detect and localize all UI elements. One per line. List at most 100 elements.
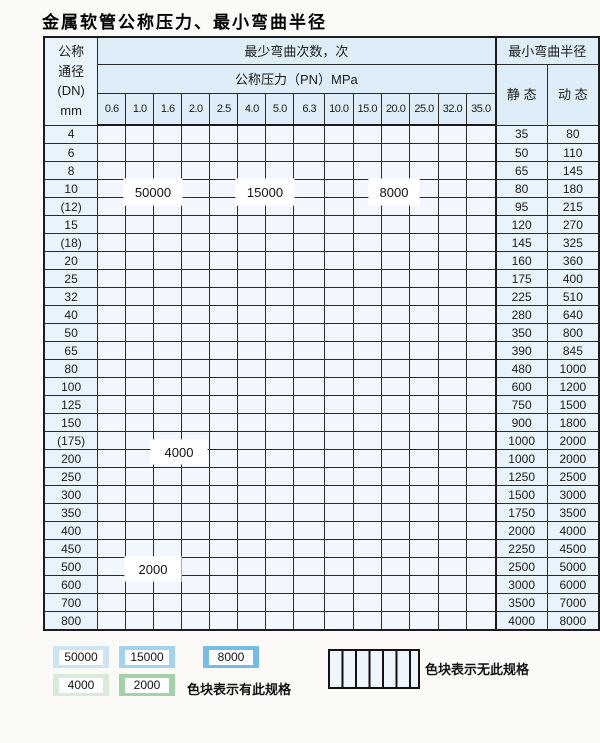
dn-column-header: 公称 通径 (DN) mm (43, 36, 99, 126)
cell-spec-m (237, 161, 267, 180)
cell-spec-g2 (97, 611, 127, 631)
cell-no-spec (324, 503, 354, 522)
cell-spec-g2 (125, 503, 155, 522)
cell-spec-l (153, 287, 183, 306)
cell-no-spec (324, 467, 354, 486)
cell-spec-m (237, 323, 267, 342)
cell-spec-d (409, 124, 439, 144)
cell-spec-d (352, 215, 382, 234)
cell-no-spec (409, 305, 439, 324)
cell-no-spec (437, 485, 468, 504)
cell-spec-g2 (181, 575, 211, 594)
cell-spec-d (380, 143, 411, 162)
cell-no-spec (437, 161, 468, 180)
cell-spec-m (265, 161, 295, 180)
cell-spec-g4 (181, 377, 211, 396)
cell-no-spec (409, 557, 439, 576)
cell-no-spec (466, 215, 497, 234)
cell-spec-g2 (209, 521, 239, 540)
cell-spec-l (153, 161, 183, 180)
cell-no-spec (352, 575, 382, 594)
dynamic-radius-cell: 3000 (546, 485, 600, 504)
cell-spec-g2 (125, 593, 155, 612)
cell-spec-m (153, 341, 183, 360)
cell-spec-l (209, 124, 239, 144)
dn-header-line: 通径 (58, 63, 85, 79)
dn-cell: 32 (43, 287, 99, 306)
cell-spec-l (97, 179, 127, 198)
cell-spec-l (125, 215, 155, 234)
pressure-header-cell: 4.0 (237, 93, 267, 126)
cell-spec-g2 (125, 539, 155, 558)
bend-times-header: 最少弯曲次数，次 (97, 36, 497, 65)
cell-spec-d (380, 124, 411, 144)
pressure-header-cell: 15.0 (352, 93, 382, 126)
legend-value: 15000 (125, 649, 169, 665)
cell-no-spec (352, 431, 382, 450)
cell-no-spec (324, 611, 354, 631)
cell-no-spec (352, 467, 382, 486)
dynamic-radius-cell: 325 (546, 233, 600, 252)
dn-cell: 125 (43, 395, 99, 414)
pressure-header-cell: 35.0 (466, 93, 497, 126)
cell-spec-g2 (209, 557, 239, 576)
dynamic-radius-cell: 8000 (546, 611, 600, 631)
cell-no-spec (324, 377, 354, 396)
cell-spec-g2 (153, 503, 183, 522)
cell-no-spec (293, 485, 326, 504)
cell-spec-l (209, 179, 239, 198)
cell-no-spec (437, 215, 468, 234)
cell-no-spec (265, 413, 295, 432)
cell-spec-g2 (97, 575, 127, 594)
cell-spec-g2 (209, 503, 239, 522)
cell-spec-l (181, 251, 211, 270)
cell-no-spec (409, 431, 439, 450)
cell-no-spec (265, 557, 295, 576)
cell-spec-m (265, 143, 295, 162)
cell-no-spec (181, 611, 211, 631)
cell-spec-m (293, 215, 326, 234)
cell-spec-d (324, 251, 354, 270)
cell-no-spec (466, 251, 497, 270)
cell-no-spec (380, 575, 411, 594)
cell-spec-g4 (125, 467, 155, 486)
table-row: 50 350 800 (43, 323, 600, 342)
cell-spec-m (265, 124, 295, 144)
cell-no-spec (437, 449, 468, 468)
static-radius-cell: 1750 (494, 503, 548, 522)
cell-no-spec (352, 359, 382, 378)
cell-spec-g2 (97, 539, 127, 558)
cell-spec-m (265, 269, 295, 288)
cell-spec-g2 (153, 593, 183, 612)
cell-no-spec (237, 503, 267, 522)
cell-spec-l (153, 269, 183, 288)
dn-cell: 20 (43, 251, 99, 270)
cell-no-spec (352, 539, 382, 558)
table-row: (18) 145 325 (43, 233, 600, 252)
radius-header: 最小弯曲半径 (494, 36, 600, 65)
cell-no-spec (380, 287, 411, 306)
cell-no-spec (380, 431, 411, 450)
cell-no-spec (409, 539, 439, 558)
cell-no-spec (324, 575, 354, 594)
cell-spec-l (125, 359, 155, 378)
cell-no-spec (437, 341, 468, 360)
cell-spec-l (125, 161, 155, 180)
cell-spec-d (324, 197, 354, 216)
table-row: 100 600 1200 (43, 377, 600, 396)
cell-spec-g2 (97, 593, 127, 612)
cell-no-spec (352, 521, 382, 540)
table-row: (175) 1000 2000 (43, 431, 600, 450)
cell-spec-m (293, 233, 326, 252)
table-row: 25 175 400 (43, 269, 600, 288)
cell-no-spec (209, 593, 239, 612)
table-row: 150 900 1800 (43, 413, 600, 432)
dynamic-radius-cell: 4500 (546, 539, 600, 558)
cell-no-spec (409, 449, 439, 468)
cell-no-spec (437, 395, 468, 414)
cell-spec-l (181, 124, 211, 144)
pressure-header-cell: 5.0 (265, 93, 295, 126)
table-row: (12) 95 215 (43, 197, 600, 216)
table-row: 4 35 80 (43, 124, 600, 144)
